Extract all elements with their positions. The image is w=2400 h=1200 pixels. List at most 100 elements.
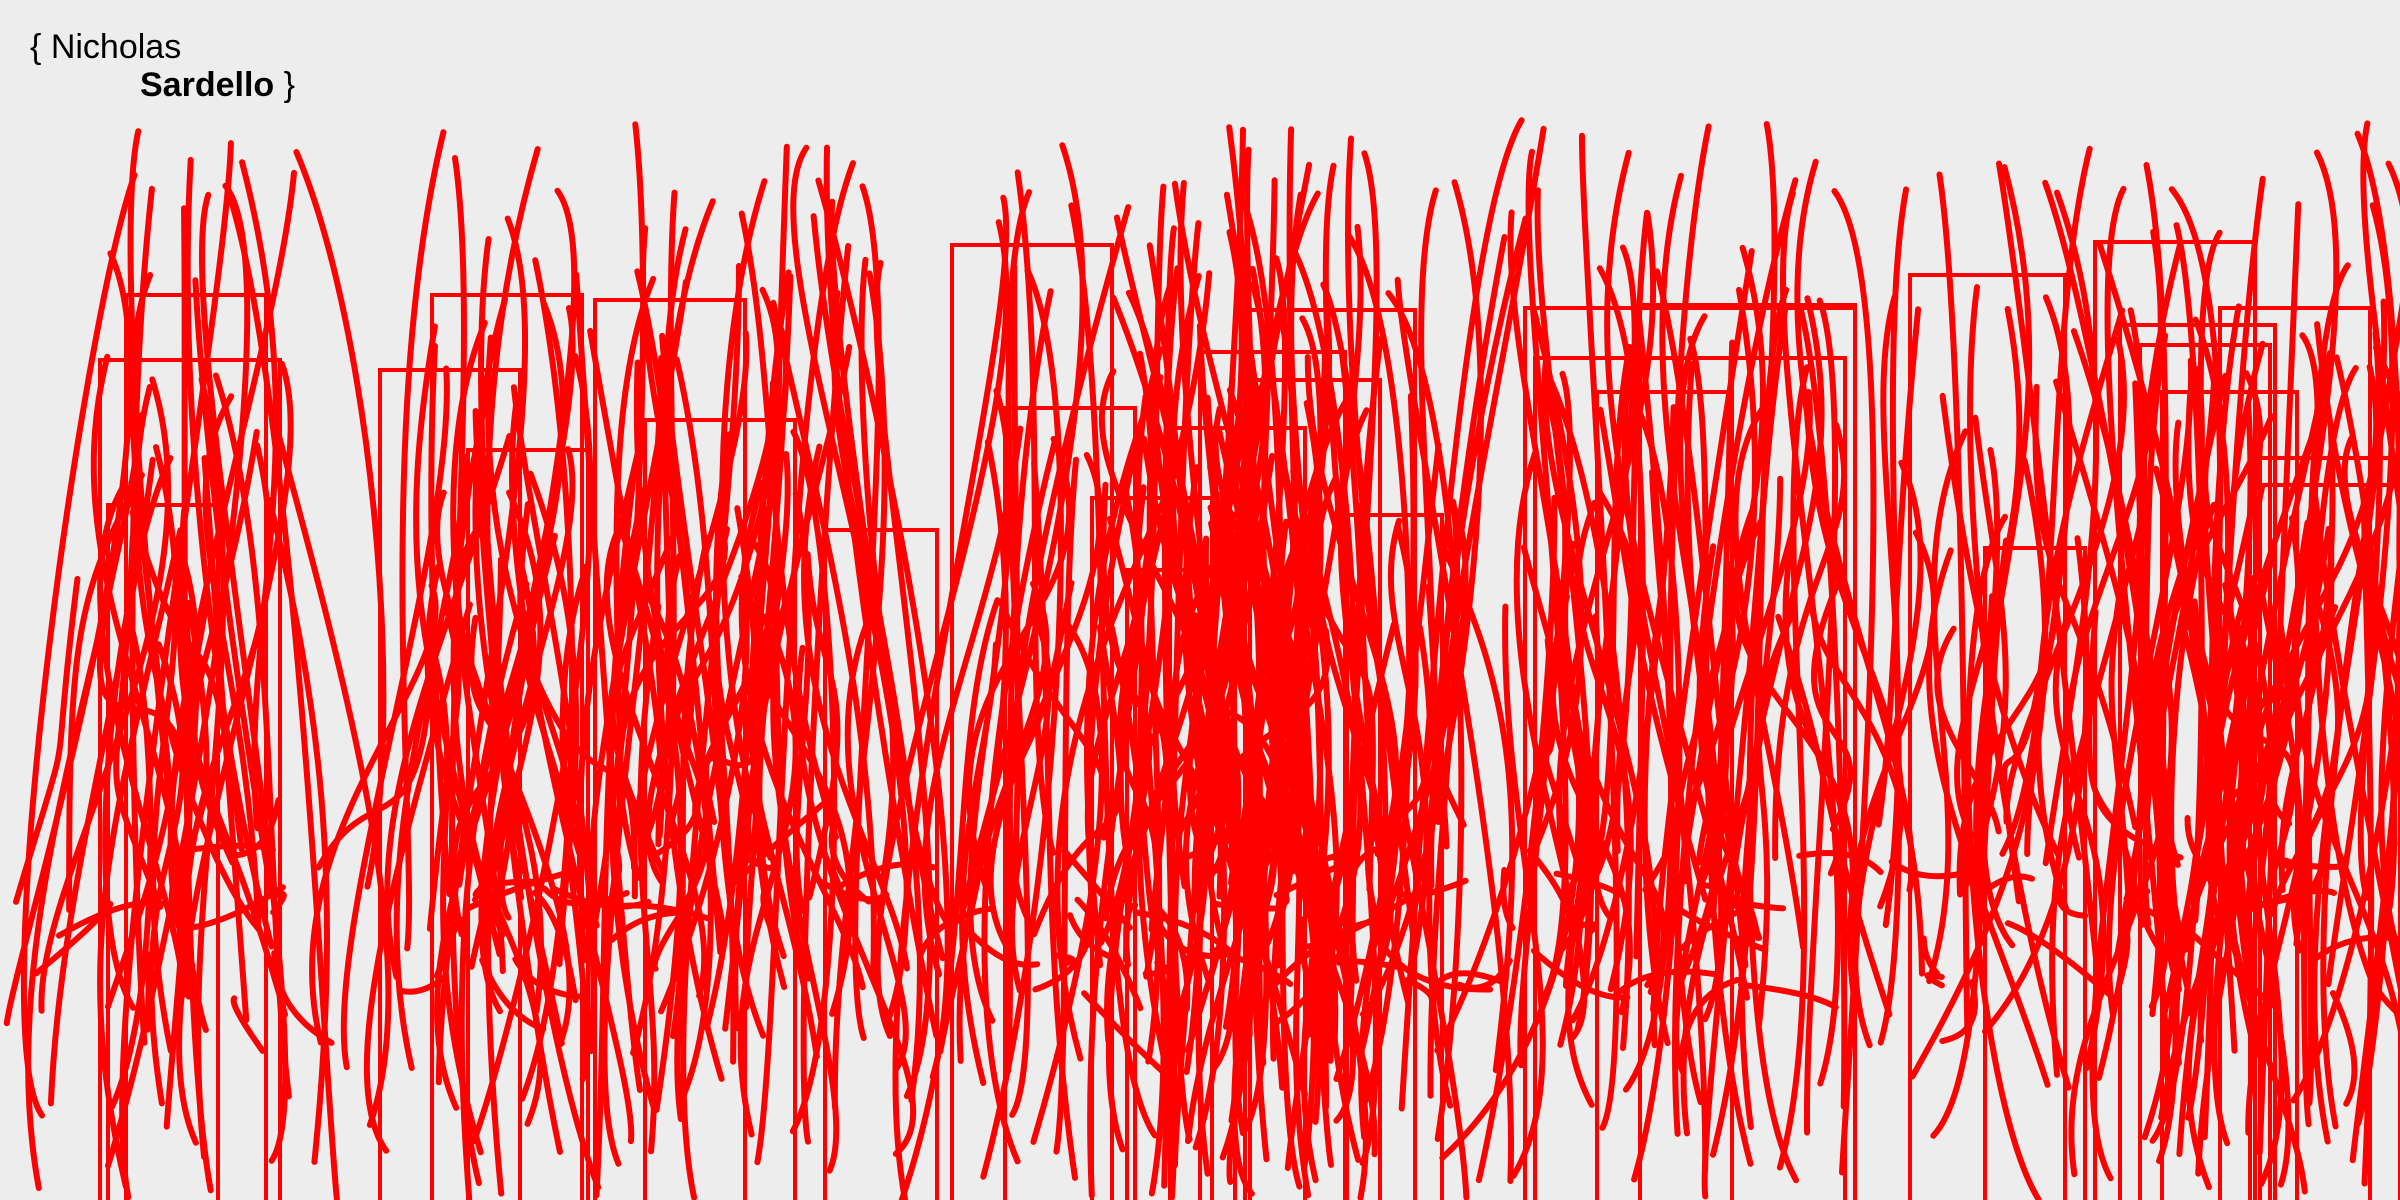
art-curve	[1738, 475, 1784, 1130]
art-curve	[363, 601, 473, 1154]
art-curve	[2153, 465, 2215, 1141]
art-curve	[129, 509, 245, 853]
art-curve	[1426, 215, 1529, 1109]
art-curve	[2152, 413, 2275, 868]
art-curve	[2055, 874, 2089, 919]
art-curve	[608, 909, 695, 943]
art-curve	[1563, 940, 1573, 989]
art-curve	[737, 637, 799, 1138]
art-curve	[740, 853, 775, 872]
art-curve	[670, 534, 711, 1040]
art-curve	[655, 466, 774, 848]
art-curve	[2052, 613, 2107, 1072]
art-curve	[1005, 189, 1033, 1118]
art-curve	[551, 886, 652, 910]
art-curve	[1269, 223, 1364, 1062]
art-curve	[269, 890, 287, 916]
art-curve	[393, 453, 470, 1071]
art-curve	[129, 185, 155, 1046]
art-curve	[2187, 629, 2298, 1017]
art-curve	[1507, 209, 1586, 1048]
art-curve	[789, 428, 838, 1135]
art-curve	[433, 916, 464, 980]
art-curve	[1973, 164, 2033, 911]
art-curve	[673, 356, 767, 1039]
art-curve	[396, 974, 447, 995]
art-curve	[1030, 616, 1105, 1145]
art-curve	[1534, 187, 1595, 1033]
art-curve	[637, 603, 662, 1155]
art-curve	[1100, 481, 1153, 850]
art-curve	[1852, 459, 1924, 1049]
art-curve	[792, 491, 812, 914]
art-curve	[985, 579, 1075, 833]
art-curve	[981, 436, 1059, 1165]
art-curve	[2221, 861, 2244, 968]
art-curve	[1336, 958, 1404, 971]
art-curve	[2168, 501, 2217, 1009]
art-curve	[225, 188, 340, 1200]
art-curve	[2003, 337, 2127, 825]
art-curve	[1502, 603, 1546, 1179]
art-curve	[1797, 306, 1848, 1110]
art-curve	[512, 956, 583, 1000]
art-curve	[1641, 592, 1671, 1047]
art-curve	[874, 219, 1010, 1039]
art-curve	[1171, 126, 1246, 1168]
art-curve	[2305, 262, 2351, 1107]
art-curve	[2310, 934, 2400, 963]
art-curve	[178, 549, 200, 902]
art-curve	[1888, 858, 1986, 880]
art-curve	[1596, 265, 1646, 960]
art-curve	[519, 257, 576, 1102]
art-curve	[102, 455, 174, 1011]
art-curve	[1221, 453, 1312, 873]
art-curve	[1398, 117, 1525, 1112]
art-curve	[1142, 959, 1170, 977]
art-curve	[119, 140, 234, 1200]
art-curve	[508, 391, 635, 1145]
art-curve	[1775, 613, 1893, 1018]
art-curve	[201, 455, 250, 1024]
art-curve	[648, 793, 701, 860]
art-curve	[760, 884, 783, 951]
art-curve	[770, 591, 840, 1174]
art-curve	[921, 425, 1024, 978]
art-curve	[1954, 306, 2023, 839]
art-curve	[1051, 952, 1076, 967]
logo-first-line: { Nicholas	[30, 28, 295, 66]
art-curve	[2211, 395, 2324, 1147]
art-curve	[916, 905, 997, 960]
art-curve	[2062, 228, 2164, 861]
art-curve	[1074, 896, 1144, 1012]
art-curve	[2143, 358, 2219, 839]
site-logo[interactable]: { Nicholas Sardello }	[30, 28, 295, 104]
art-curve	[651, 903, 689, 972]
art-curve	[199, 191, 289, 1164]
art-curve	[1965, 513, 2042, 1200]
art-curve	[428, 343, 453, 898]
art-curve	[2245, 527, 2335, 1136]
art-curve	[510, 384, 597, 1055]
art-curve	[1439, 636, 1583, 1161]
art-curve	[2096, 799, 2184, 861]
art-curve	[2236, 604, 2339, 929]
art-curve	[1098, 368, 1223, 831]
art-curve	[1169, 511, 1238, 890]
art-curve	[2158, 630, 2258, 1121]
art-curve	[2042, 189, 2100, 867]
art-curve	[1276, 893, 1290, 909]
art-curve	[1920, 935, 1941, 977]
art-curve	[2105, 357, 2195, 1018]
art-curve	[1926, 428, 1969, 985]
art-curve	[1732, 406, 1807, 951]
art-curve	[1936, 171, 1971, 1034]
art-curve	[770, 299, 877, 983]
art-curve	[20, 172, 138, 1119]
art-curve	[168, 600, 210, 935]
art-curve	[2242, 893, 2302, 909]
art-curve	[654, 198, 725, 1082]
art-curve	[2035, 307, 2126, 912]
art-curve	[1570, 920, 1598, 934]
art-curve	[2311, 298, 2388, 1145]
